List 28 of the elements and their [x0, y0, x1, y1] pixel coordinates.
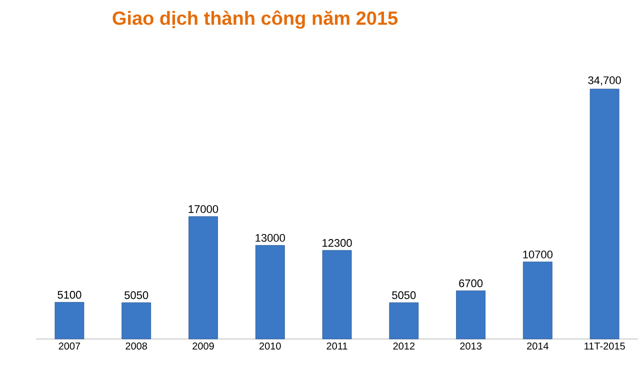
- x-tick-label: 2014: [527, 342, 548, 350]
- chart-title: Giao dịch thành công năm 2015: [112, 10, 398, 29]
- x-tick-label: 2012: [393, 342, 415, 350]
- data-label: 6700: [459, 279, 483, 288]
- bar: [322, 250, 352, 340]
- x-tick-label: 2009: [192, 342, 214, 350]
- data-label: 34,700: [588, 76, 621, 86]
- bar: [456, 290, 486, 340]
- data-label: 5050: [392, 291, 416, 300]
- bar: [122, 302, 152, 340]
- data-label: 5050: [124, 291, 148, 300]
- x-tick-label: 2013: [460, 342, 482, 350]
- data-label: 13000: [256, 234, 285, 242]
- bar: [389, 302, 419, 340]
- data-label: 17000: [188, 205, 218, 213]
- bar: [590, 88, 620, 340]
- x-tick-label: 2011: [326, 342, 348, 350]
- x-tick-label: 11T-2015: [584, 342, 625, 350]
- x-tick-label: 2010: [259, 342, 281, 350]
- bar: [255, 245, 285, 340]
- x-tick-label: 2007: [58, 342, 80, 350]
- bar: [54, 302, 84, 340]
- x-tick-label: 2008: [126, 342, 148, 350]
- bar: [188, 216, 218, 340]
- data-label: 5100: [58, 290, 82, 299]
- data-label: 12300: [322, 239, 352, 247]
- data-label: 10700: [523, 250, 553, 258]
- bar: [522, 262, 552, 340]
